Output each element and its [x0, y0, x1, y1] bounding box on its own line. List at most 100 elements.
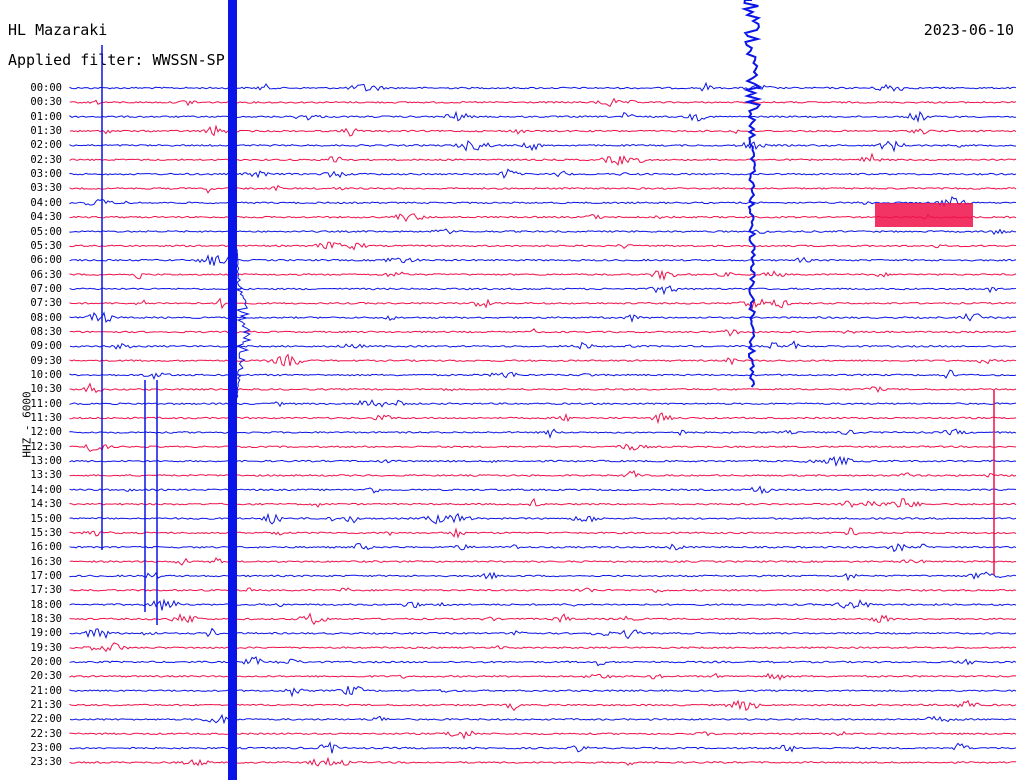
trace-row — [69, 685, 1017, 698]
station-name: HL Mazaraki — [8, 21, 108, 39]
time-label: 22:30 — [30, 727, 62, 740]
time-label: 07:30 — [30, 297, 62, 310]
trace-row — [69, 672, 1017, 681]
time-label: 20:00 — [30, 656, 62, 668]
time-label: 00:30 — [30, 96, 62, 109]
trace-row — [69, 571, 1017, 582]
trace-row — [69, 297, 1017, 311]
trace-row — [69, 369, 1017, 381]
trace-row — [69, 399, 1017, 408]
time-label: 06:30 — [30, 268, 62, 281]
trace-row — [69, 228, 1016, 236]
time-label: 19:30 — [30, 641, 62, 654]
time-label: 04:30 — [30, 211, 62, 224]
trace-row — [69, 428, 1017, 439]
time-label: 17:00 — [30, 569, 62, 582]
time-label: 18:00 — [30, 598, 62, 611]
time-label: 20:30 — [30, 670, 62, 683]
time-label: 05:00 — [30, 225, 62, 238]
time-label: 17:30 — [30, 584, 62, 597]
trace-row — [69, 412, 1017, 425]
trace-row — [69, 485, 1017, 495]
trace-row — [69, 642, 1017, 653]
time-label: 16:00 — [30, 541, 62, 554]
trace-row — [69, 497, 1017, 508]
trace-row — [69, 443, 1017, 453]
time-label: 02:30 — [30, 153, 62, 166]
time-label: 00:00 — [30, 82, 62, 94]
time-label: 10:30 — [30, 383, 62, 396]
trace-row — [69, 311, 1017, 323]
trace-row — [69, 455, 1017, 467]
trace-row — [69, 512, 1017, 525]
trace-row — [69, 741, 1017, 754]
trace-row — [69, 140, 1016, 153]
trace-row — [69, 241, 1017, 251]
trace-row — [69, 713, 1017, 725]
time-label: 05:30 — [30, 239, 62, 252]
trace-row — [69, 81, 1017, 92]
trace-row — [69, 353, 1017, 367]
trace-row — [69, 195, 1017, 208]
time-label: 12:00 — [30, 426, 62, 439]
time-label: 04:00 — [30, 196, 62, 209]
trace-row — [69, 269, 1017, 282]
time-label: 08:30 — [30, 325, 62, 338]
time-label: 12:30 — [30, 440, 62, 453]
time-label: 01:30 — [30, 125, 62, 138]
trace-row — [69, 124, 1017, 137]
trace-row — [69, 285, 1017, 296]
record-date: 2023-06-10 — [923, 21, 1014, 39]
trace-row — [69, 340, 1017, 350]
time-label: 07:00 — [30, 282, 62, 295]
trace-row — [69, 542, 1017, 553]
trace-row — [69, 469, 1017, 478]
trace-row — [69, 382, 1017, 394]
time-label: 21:00 — [30, 684, 62, 697]
trace-row — [69, 254, 1017, 266]
time-label: 09:00 — [30, 340, 62, 353]
time-label: 23:30 — [30, 756, 62, 769]
time-label: 11:00 — [30, 397, 62, 410]
time-label: 13:00 — [30, 455, 62, 468]
trace-row — [69, 730, 1017, 740]
trace-row — [69, 168, 1017, 179]
trace-row — [69, 598, 1017, 611]
time-label: 10:00 — [30, 369, 62, 381]
time-label: 22:00 — [30, 713, 62, 726]
trace-row — [69, 656, 1017, 667]
time-label: 11:30 — [30, 412, 62, 425]
time-label: 02:00 — [30, 139, 62, 152]
time-label: 14:00 — [30, 483, 62, 496]
trace-row — [69, 110, 1017, 123]
time-label: 03:00 — [30, 168, 62, 181]
time-label: 14:30 — [30, 498, 62, 511]
trace-row — [69, 328, 1017, 337]
filter-label: Applied filter: WWSSN-SP — [8, 51, 225, 69]
noise-burst — [875, 203, 973, 227]
time-label: 06:00 — [30, 254, 62, 267]
trace-row — [69, 152, 1017, 166]
time-label: 16:30 — [30, 555, 62, 568]
trace-row — [69, 756, 1016, 767]
time-label: 01:00 — [30, 110, 62, 123]
trace-row — [69, 527, 1017, 539]
time-label: 18:30 — [30, 612, 62, 625]
trace-row — [69, 587, 1017, 594]
trace-row — [69, 627, 1017, 640]
trace-row — [69, 184, 1017, 194]
time-label: 21:30 — [30, 699, 62, 712]
trace-row — [69, 557, 1017, 566]
saturated-event-band — [228, 0, 237, 780]
time-label: 15:00 — [30, 512, 62, 525]
trace-row — [69, 97, 1017, 108]
trace-row — [69, 612, 1017, 626]
event-line — [740, 0, 763, 388]
time-label: 03:30 — [30, 182, 62, 195]
time-label: 19:00 — [30, 627, 62, 640]
trace-row — [69, 699, 1017, 712]
time-label: 15:30 — [30, 526, 62, 539]
time-label: 23:00 — [30, 742, 62, 755]
